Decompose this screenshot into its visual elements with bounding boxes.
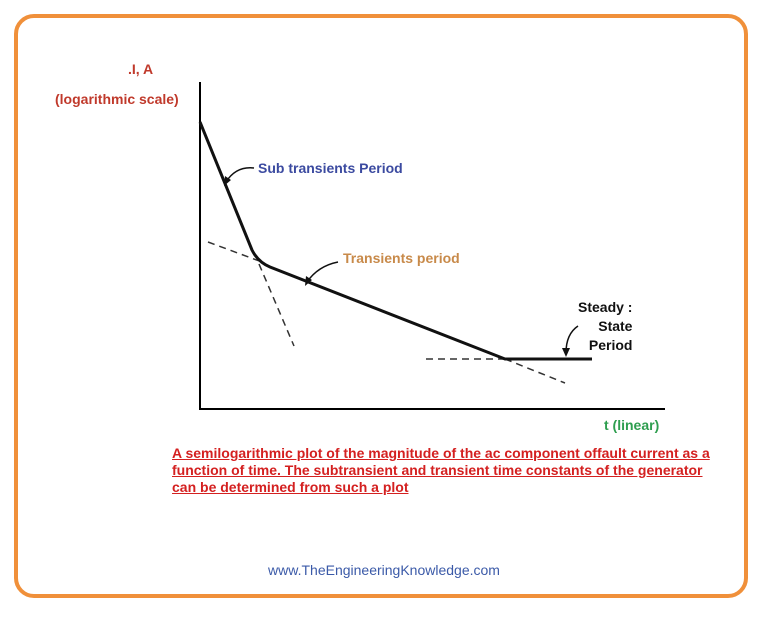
- y-axis-scale-label: (logarithmic scale): [55, 91, 179, 107]
- figure-caption: A semilogarithmic plot of the magnitude …: [172, 445, 710, 495]
- x-axis-label: t (linear): [604, 417, 660, 433]
- steady-label-line-1: Steady :: [578, 299, 633, 315]
- diagram-frame: [14, 14, 748, 598]
- steady-state-period-label: Steady : State Period: [578, 298, 632, 355]
- fault-current-curve: [198, 121, 592, 361]
- steady-label-line-3: Period: [588, 337, 633, 353]
- transient-asymptote-left: [207, 241, 263, 263]
- steady-pointer-head: [562, 348, 570, 357]
- subtransient-pointer-head: [224, 176, 231, 186]
- website-footer: www.TheEngineeringKnowledge.com: [268, 562, 500, 578]
- transient-period-label: Transients period: [343, 250, 460, 266]
- transient-pointer: [306, 261, 339, 283]
- y-axis-label: .I, A: [128, 61, 154, 77]
- subtransient-period-label: Sub transients Period: [258, 160, 403, 176]
- subtransient-asymptote: [258, 263, 295, 347]
- transient-asymptote-right: [504, 358, 566, 384]
- transient-pointer-head: [305, 276, 312, 286]
- steady-label-line-2: State: [598, 318, 633, 334]
